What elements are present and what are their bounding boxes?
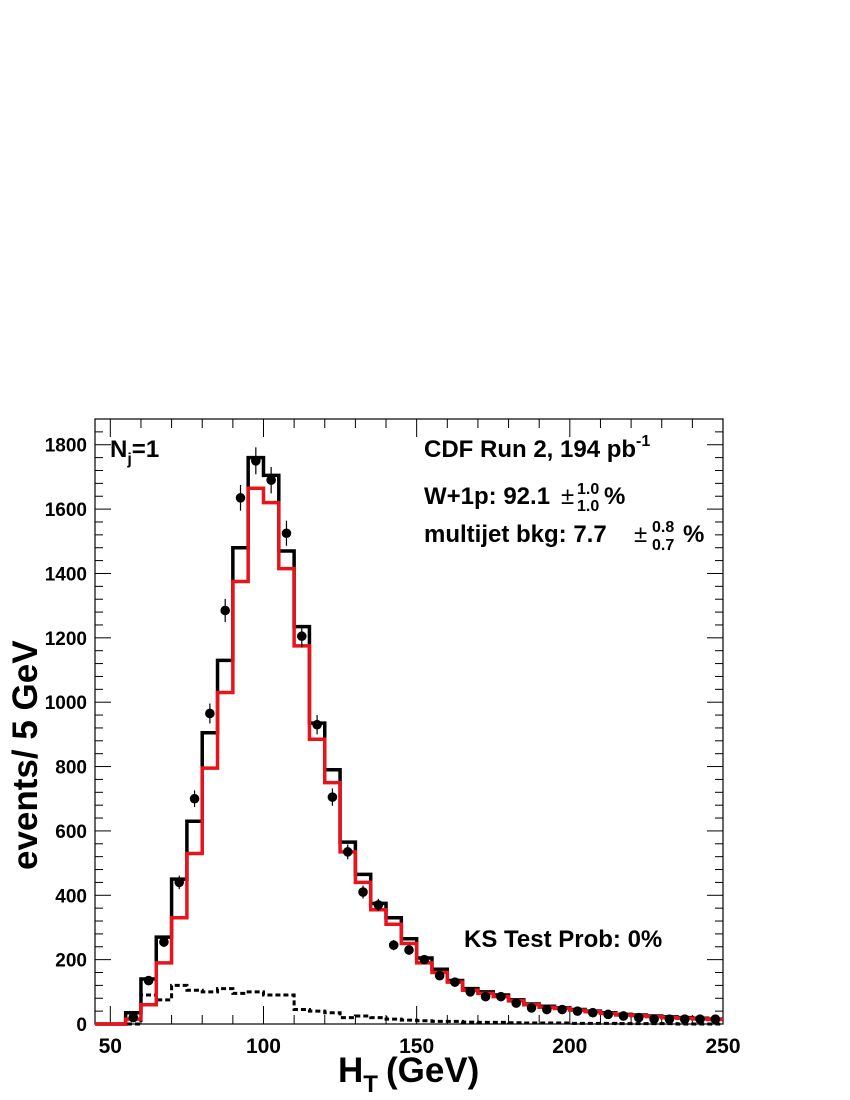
data-point [710,1014,721,1024]
y-tick-label: 400 [55,886,87,907]
y-tick-label: 0 [76,1015,87,1036]
histogram-series [95,455,723,1026]
x-axis-title: HT (GeV) [338,1051,479,1098]
data-point [496,991,506,1002]
svg-text:multijet bkg: 7.7: multijet bkg: 7.7 [424,521,607,548]
svg-text:W+1p: 92.1: W+1p: 92.1 [424,483,550,510]
svg-text:0.8: 0.8 [652,519,674,536]
run-label: CDF Run 2, 194 pb-1 [424,433,650,463]
w-fraction-label: W+1p: 92.1 ± 1.0 1.0 % [424,481,625,515]
y-tick-label: 1600 [45,500,87,521]
data-point [358,885,368,899]
data-point [679,1014,690,1024]
series-multijet-bkg [95,983,723,1026]
x-tick-label: 150 [399,1035,434,1058]
x-tick-label: 250 [705,1035,740,1058]
njet-label: Nj=1 [110,436,159,468]
data-point [526,1003,537,1013]
svg-text:0.7: 0.7 [652,537,674,554]
plot-frame [94,418,724,1025]
data-point [143,975,154,986]
svg-text:%: % [683,521,704,548]
data-point [695,1014,705,1024]
svg-text:±: ± [561,483,574,510]
data-point [312,715,322,735]
data-point [388,940,399,951]
y-tick-label: 600 [55,822,87,843]
y-tick-label: 1400 [45,564,87,585]
data-point [189,790,200,808]
data-point [588,1007,598,1018]
series-w-1p [95,486,723,1026]
x-tick-label: 200 [552,1035,587,1058]
data-point [465,987,476,997]
y-tick-label: 1000 [45,693,87,714]
data-point [434,970,445,981]
multijet-fraction-label: multijet bkg: 7.7 ± 0.8 0.7 % [424,519,704,554]
x-axis-title-sub: T [363,1071,378,1098]
x-tick-label: 50 [99,1035,122,1058]
data-point [603,1009,613,1020]
svg-text:±: ± [634,521,647,548]
y-tick-labels: 0 200 400 600 800 1000 1200 1400 1600 1800 [45,436,87,1036]
data-point [419,954,430,965]
y-tick-label: 1200 [45,629,87,650]
x-tick-labels: 50 100 150 200 250 [99,1035,741,1058]
y-axis-title: events/ 5 GeV [6,640,45,870]
y-tick-label: 800 [55,758,87,779]
y-tick-label: 1800 [45,436,87,457]
axis-ticks [95,419,724,1025]
data-point [480,991,491,1002]
data-point [235,484,246,511]
data-point [159,936,169,948]
x-axis-title-unit: (GeV) [386,1051,479,1090]
data-point [572,1006,583,1016]
y-tick-label: 200 [55,951,87,972]
data-point [296,624,307,648]
data-point [450,977,460,987]
data-point [404,945,414,955]
data-point [664,1014,675,1024]
data-point [251,447,261,475]
data-point [633,1012,644,1023]
data-point [266,466,276,494]
data-point [542,1004,552,1015]
data-point [220,598,230,623]
data-point [327,788,338,806]
data-points [128,447,721,1024]
data-point [281,520,292,546]
x-tick-label: 100 [246,1035,281,1058]
data-point [618,1011,629,1021]
data-point [342,844,353,860]
data-point [174,875,185,890]
data-point [557,1004,567,1015]
data-point [205,703,215,724]
data-point [373,898,384,912]
x-axis-title-main: H [338,1051,363,1090]
svg-text:1.0: 1.0 [577,498,599,515]
data-point [128,1012,139,1023]
svg-text:1.0: 1.0 [577,481,599,498]
data-point [649,1014,659,1024]
svg-text:%: % [604,483,625,510]
data-point [511,998,522,1008]
ks-test-label: KS Test Prob: 0% [464,926,662,953]
